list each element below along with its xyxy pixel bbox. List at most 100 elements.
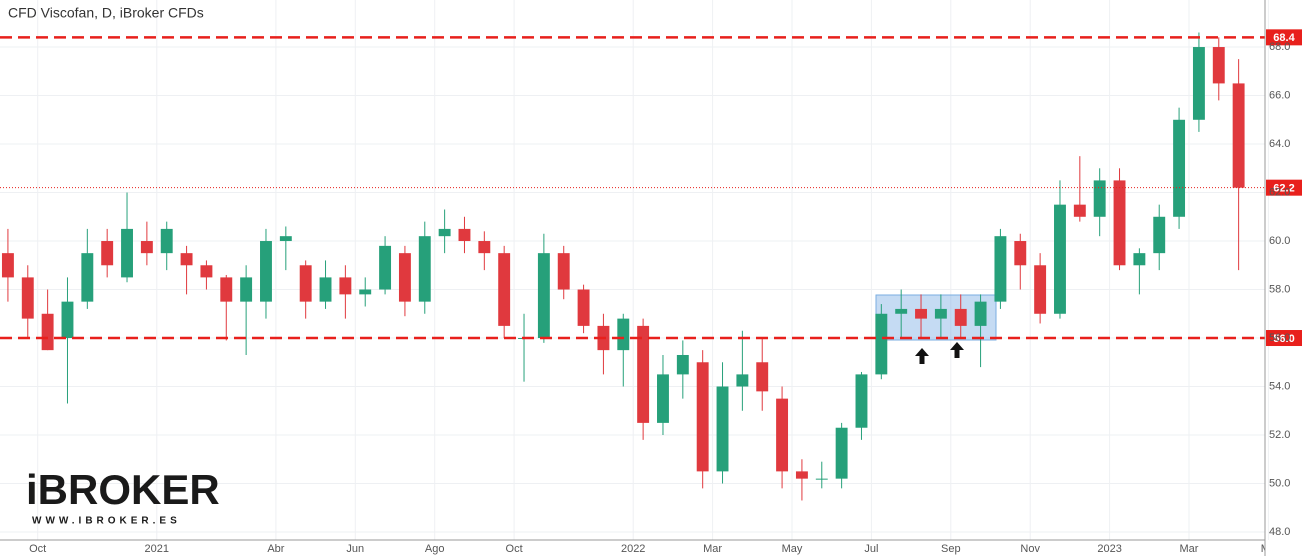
candle-body [835, 427, 848, 479]
candle-body [478, 241, 491, 254]
y-tick-label: 56.0 [1269, 332, 1290, 344]
candle-body [557, 253, 570, 290]
candle-body [160, 228, 173, 254]
y-tick-label: 68.0 [1269, 41, 1290, 53]
y-tick-label: 60.0 [1269, 235, 1290, 247]
candle-body [81, 253, 94, 302]
candles [1, 32, 1245, 501]
x-tick-label: Ma [1261, 543, 1277, 555]
candle-body [458, 228, 471, 242]
candle-body [41, 313, 54, 351]
candle-body [1093, 180, 1106, 217]
price-label-bg [1266, 330, 1302, 347]
y-tick-label: 52.0 [1269, 429, 1290, 441]
logo: iBROKER [26, 466, 220, 513]
candle-body [696, 362, 709, 472]
price-label: 62.2 [1273, 183, 1294, 195]
y-tick-label: 64.0 [1269, 138, 1290, 150]
candle-body [974, 301, 987, 326]
candle-body [1133, 253, 1146, 266]
x-tick-label: Jul [864, 543, 878, 555]
candle-body [260, 241, 272, 302]
candle-body [21, 277, 34, 319]
candle-body [140, 241, 153, 254]
price-label: 68.4 [1273, 32, 1295, 44]
grid [0, 0, 1269, 540]
levels: 68.4 56.0 62.2 [0, 29, 1302, 347]
candle-body [438, 228, 451, 237]
candle-body [776, 398, 789, 472]
candle-body [1153, 216, 1166, 254]
candle-body [319, 277, 332, 302]
candle-body [1054, 204, 1066, 314]
chart-title: CFD Viscofan, D, iBroker CFDs [8, 5, 204, 21]
price-label-bg [1266, 29, 1302, 46]
candle-body [1034, 265, 1047, 314]
x-tick-label: 2022 [621, 543, 645, 555]
candle-body [875, 313, 888, 375]
arrow [950, 342, 964, 358]
candle-body [1014, 241, 1027, 266]
x-tick-label: Mar [703, 543, 722, 555]
candle-body [637, 325, 650, 423]
candle-body [895, 308, 908, 314]
x-tick-label: Oct [506, 543, 523, 555]
candle-body [657, 374, 669, 423]
candle-body [279, 236, 292, 242]
candle-body [359, 289, 372, 295]
y-tick-label: 62.0 [1269, 186, 1290, 198]
candle-body [855, 374, 868, 428]
x-tick-label: Sep [941, 543, 961, 555]
candle-body [994, 236, 1007, 302]
price-label: 56.0 [1273, 333, 1294, 345]
candle-body [795, 471, 808, 479]
candle-body [1, 253, 14, 278]
candle-body [240, 277, 253, 302]
x-tick-label: Oct [29, 543, 46, 555]
candle-body [61, 301, 74, 339]
candle-body [617, 318, 630, 351]
candle-body [756, 362, 769, 392]
arrow [915, 348, 929, 364]
candle-body [200, 265, 213, 278]
candle-body [934, 308, 947, 319]
candle-body [1113, 180, 1126, 266]
candle-body [537, 253, 550, 339]
candle-body [121, 228, 133, 278]
candle-body [180, 253, 193, 266]
y-tick-label: 66.0 [1269, 89, 1290, 101]
y-tick-label: 48.0 [1269, 526, 1290, 538]
candle-body [299, 265, 312, 302]
y-tick-label: 50.0 [1269, 477, 1290, 489]
x-tick-label: Jun [346, 543, 364, 555]
candle-body [815, 478, 828, 480]
logo-url: WWW.IBROKER.ES [32, 516, 181, 527]
candle-body [716, 386, 729, 472]
price-axis: 48.0 50.0 52.0 54.0 56.0 58.0 60.0 62.0 64.0 66.0… [1269, 41, 1290, 538]
candle-body [418, 236, 431, 302]
candle-body [379, 245, 392, 290]
x-tick-label: 2021 [145, 543, 169, 555]
candle-body [220, 277, 233, 302]
candle-body [1073, 204, 1086, 217]
y-tick-label: 54.0 [1269, 380, 1290, 392]
candle-body [676, 354, 689, 375]
x-tick-label: 2023 [1097, 543, 1121, 555]
y-tick-label: 58.0 [1269, 283, 1290, 295]
x-tick-label: May [782, 543, 803, 555]
candle-body [498, 253, 511, 326]
candle-body [577, 289, 590, 326]
x-tick-label: Nov [1020, 543, 1040, 555]
candle-body [339, 277, 352, 295]
candle-body [915, 308, 927, 319]
x-tick-label: Abr [267, 543, 284, 555]
candle-body [954, 308, 967, 326]
candle-body [101, 241, 114, 266]
price-label-bg [1266, 179, 1302, 196]
candle-body [1173, 119, 1186, 217]
candle-body [398, 253, 411, 302]
x-tick-label: Mar [1180, 543, 1199, 555]
candle-body [1232, 83, 1245, 188]
